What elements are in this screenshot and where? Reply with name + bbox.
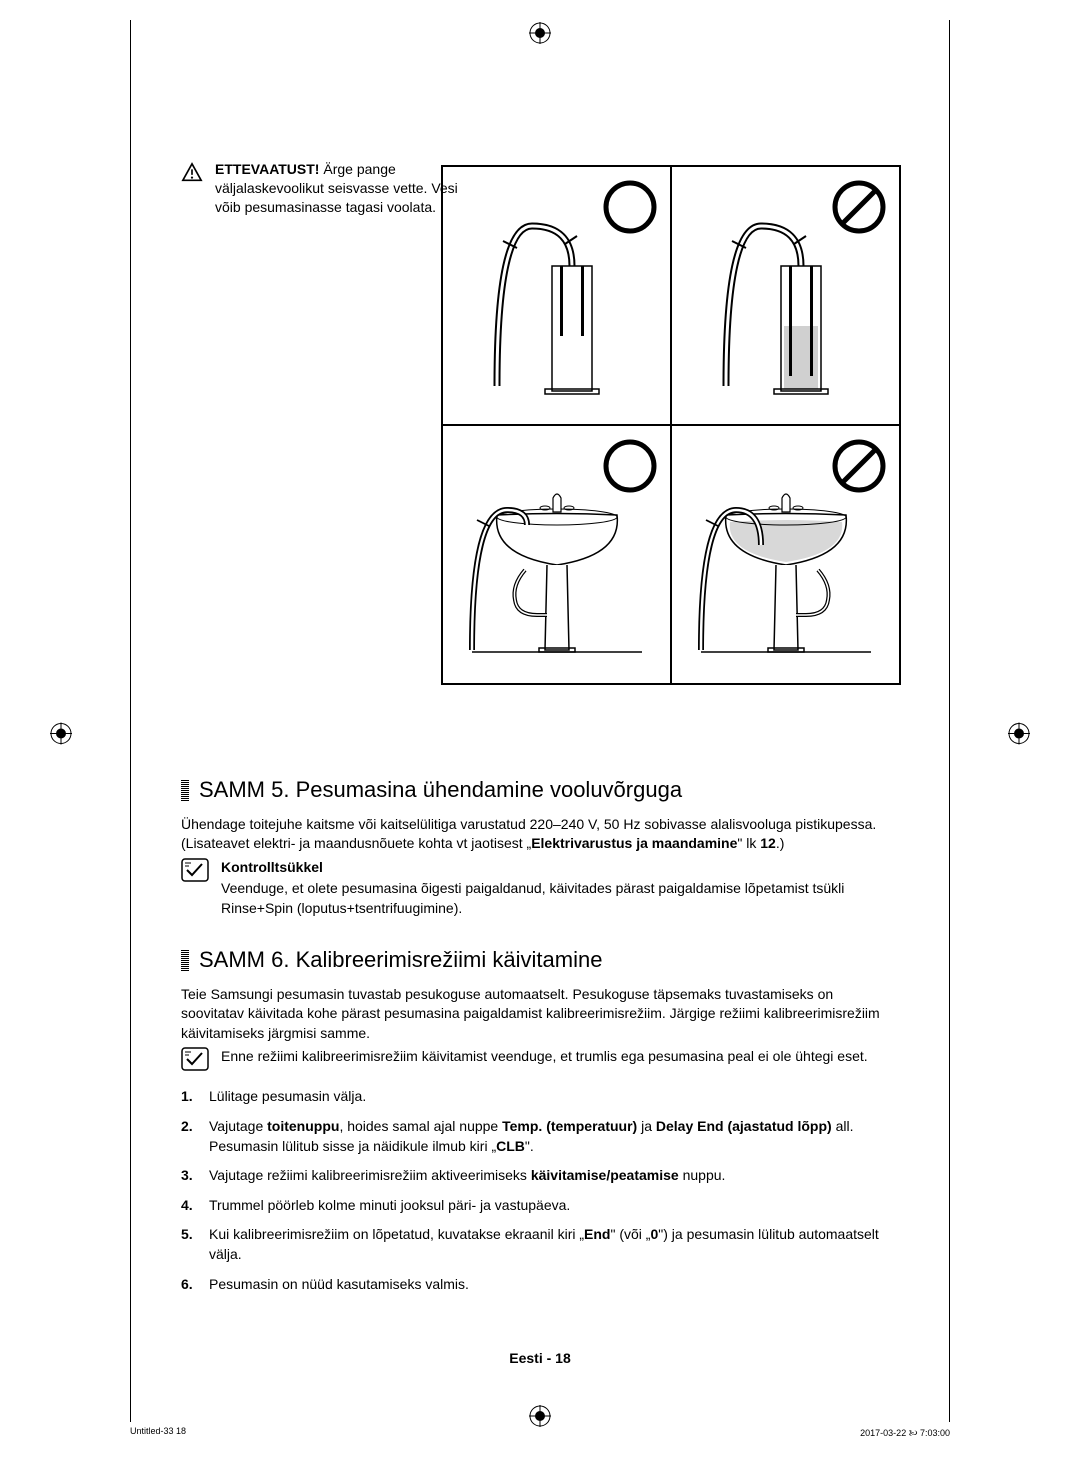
section-5-intro: Ühendage toitejuhe kaitsme või kaitselül… (181, 815, 899, 854)
step-text: , hoides samal ajal nuppe (339, 1118, 502, 1134)
crop-mark-left (50, 723, 72, 750)
step-3: Vajutage režiimi kalibreerimisrežiim akt… (181, 1166, 899, 1186)
heading-bar-icon (181, 779, 189, 801)
step-text: Pesumasin on nüüd kasutamiseks valmis. (209, 1276, 469, 1292)
step-text: Lülitage pesumasin välja. (209, 1088, 366, 1104)
diagram-cell-2-no (671, 166, 900, 425)
caution-label: ETTEVAATUST! (215, 161, 319, 177)
section-6-heading: SAMM 6. Kalibreerimisrežiimi käivitamine (181, 947, 899, 973)
note-body: Enne režiimi kalibreerimisrežiim käivita… (221, 1048, 868, 1064)
step-2: Vajutage toitenuppu, hoides samal ajal n… (181, 1117, 899, 1156)
footer-date: 2017-03-22 🙠 7:03:00 (860, 1426, 950, 1442)
intro-bold: Elektrivarustus ja maandamine (531, 835, 737, 851)
diagram-cell-4-no (671, 425, 900, 684)
ok-circle-icon (602, 179, 658, 240)
step-text: Vajutage (209, 1118, 267, 1134)
section-6-title: SAMM 6. Kalibreerimisrežiimi käivitamine (199, 947, 602, 973)
step-bold: CLB (496, 1138, 525, 1154)
page-footer: Eesti - 18 (509, 1350, 571, 1366)
checklist-icon (181, 1047, 209, 1071)
step-text: Vajutage režiimi kalibreerimisrežiim akt… (209, 1167, 531, 1183)
warning-icon (181, 162, 203, 184)
section-5-heading: SAMM 5. Pesumasina ühendamine vooluvõrgu… (181, 777, 899, 803)
step-bold: Delay End (ajastatud lõpp) (656, 1118, 832, 1134)
step-text: ja (637, 1118, 656, 1134)
step-5: Kui kalibreerimisrežiim on lõpetatud, ku… (181, 1225, 899, 1264)
checklist-icon (181, 858, 209, 882)
prohibit-icon (831, 179, 887, 240)
step-text: Trummel pöörleb kolme minuti jooksul pär… (209, 1197, 570, 1213)
ok-circle-icon (602, 438, 658, 499)
footer-file: Untitled-33 18 (130, 1426, 186, 1442)
intro-text-3: .) (776, 835, 785, 851)
footer-sep: - (543, 1350, 555, 1366)
note-content: Kontrolltsükkel Veenduge, et olete pesum… (221, 858, 899, 919)
diagram-cell-3-ok (442, 425, 671, 684)
intro-pageref: 12 (760, 835, 776, 851)
intro-text-2: " lk (737, 835, 760, 851)
footer-page: 18 (555, 1350, 571, 1366)
page-frame: ETTEVAATUST! Ärge pange väljalaskevoolik… (130, 30, 950, 1422)
step-bold: End (584, 1226, 610, 1242)
section-5-title: SAMM 5. Pesumasina ühendamine vooluvõrgu… (199, 777, 682, 803)
section-6-intro: Teie Samsungi pesumasin tuvastab pesukog… (181, 985, 899, 1044)
diagram-grid (441, 165, 901, 685)
step-bold: käivitamise/peatamise (531, 1167, 679, 1183)
heading-bar-icon (181, 949, 189, 971)
steps-list: Lülitage pesumasin välja. Vajutage toite… (181, 1087, 899, 1294)
note-content: Enne režiimi kalibreerimisrežiim käivita… (221, 1047, 868, 1071)
prohibit-icon (831, 438, 887, 499)
step-text: Kui kalibreerimisrežiim on lõpetatud, ku… (209, 1226, 584, 1242)
step-6: Pesumasin on nüüd kasutamiseks valmis. (181, 1275, 899, 1295)
footer-lang: Eesti (509, 1350, 542, 1366)
step-bold: Temp. (temperatuur) (502, 1118, 637, 1134)
crop-mark-right (1008, 723, 1030, 750)
note-title: Kontrolltsükkel (221, 858, 899, 878)
footer-meta: Untitled-33 18 2017-03-22 🙠 7:03:00 (130, 1426, 950, 1442)
caution-text: ETTEVAATUST! Ärge pange väljalaskevoolik… (215, 160, 475, 217)
step-bold: toitenuppu (267, 1118, 339, 1134)
diagram-cell-1-ok (442, 166, 671, 425)
step-1: Lülitage pesumasin välja. (181, 1087, 899, 1107)
note-body: Veenduge, et olete pesumasina õigesti pa… (221, 880, 844, 916)
step-text: ". (525, 1138, 534, 1154)
step-4: Trummel pöörleb kolme minuti jooksul pär… (181, 1196, 899, 1216)
content-area: ETTEVAATUST! Ärge pange väljalaskevoolik… (131, 30, 949, 1364)
step-text: nuppu. (679, 1167, 726, 1183)
section-6-note: Enne režiimi kalibreerimisrežiim käivita… (181, 1047, 899, 1071)
section-5-note: Kontrolltsükkel Veenduge, et olete pesum… (181, 858, 899, 919)
step-text: " (või „ (611, 1226, 651, 1242)
